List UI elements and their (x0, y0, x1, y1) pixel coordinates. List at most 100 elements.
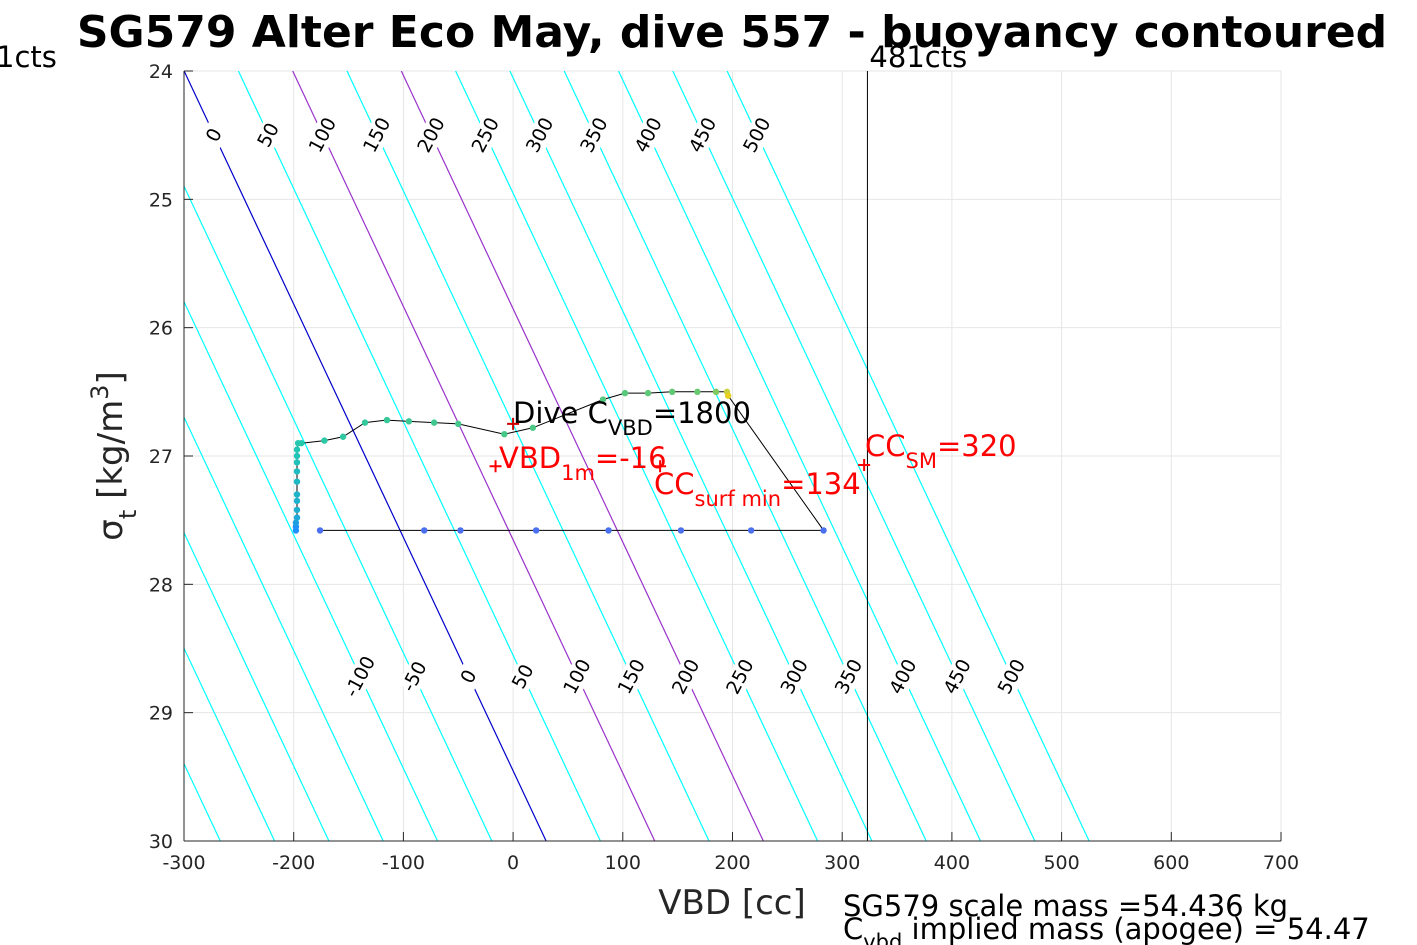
data-point (321, 437, 328, 444)
contour-label-bg (686, 117, 720, 153)
annot-dive-cvbd: Dive CVBD=1800 (513, 396, 751, 440)
vertical-lines: 481cts (866, 40, 967, 841)
footer-line-1: SG579 scale mass =54.436 kg (843, 889, 1288, 923)
contour-line-150 (346, 71, 710, 841)
contour-label-bg (941, 659, 974, 695)
marker-cc-sm (858, 458, 871, 471)
y-tick-label: 29 (149, 703, 173, 725)
annot-dive-cvbd-sub: VBD (608, 416, 653, 440)
contour-label-bg (306, 117, 340, 153)
contour-label-bg (887, 659, 920, 695)
contour-label-bg (197, 117, 231, 153)
footer-line-2: Cvbd implied mass (apogee) = 54.47 (843, 912, 1370, 945)
contour-label-bg (360, 117, 394, 153)
svg-text:σt [kg/m3]: σt [kg/m3] (86, 371, 142, 540)
x-tick-label: 0 (507, 852, 519, 874)
data-point (457, 527, 464, 534)
contour-label-bg (252, 117, 285, 153)
data-point (293, 452, 301, 460)
contour-line--250 (184, 646, 276, 841)
y-axis-label-unit: [kg/m (91, 400, 131, 510)
data-point (421, 527, 428, 534)
contour-line-250 (455, 71, 819, 841)
data-point (293, 468, 301, 475)
data-point (293, 497, 301, 505)
contour-line--150 (184, 415, 384, 841)
y-tick-label: 28 (149, 574, 173, 596)
contour-label-bg (832, 659, 866, 695)
contour-label-bg (452, 659, 486, 695)
annot-cc-surf-min-suffix: =134 (781, 467, 861, 501)
data-point (361, 419, 369, 426)
data-point (455, 420, 462, 428)
y-axis-label-sub: t (114, 510, 142, 519)
footer-line-2-sub: vbd (863, 930, 902, 945)
data-point (529, 424, 537, 431)
data-point (532, 527, 540, 534)
annot-vbd-1m-prefix: VBD (499, 441, 561, 475)
contour-label-bg (415, 117, 448, 153)
y-tick-label: 25 (149, 189, 173, 211)
data-point (293, 506, 301, 514)
data-point (668, 388, 676, 396)
data-point (293, 459, 301, 466)
data-point (293, 491, 301, 498)
contour-label-bg (632, 117, 665, 153)
data-point (293, 514, 301, 521)
y-axis-label-close: ] (91, 371, 131, 384)
annot-cc-surf-min: CCsurf min=134 (654, 467, 861, 511)
x-tick-label: 600 (1153, 852, 1189, 874)
data-point (430, 419, 438, 426)
contour-label-bg (778, 659, 811, 695)
data-point (644, 389, 652, 397)
x-tick-label: 400 (934, 852, 970, 874)
annot-vbd-1m-suffix: =-16 (595, 441, 667, 475)
contour-line-400 (617, 71, 982, 841)
data-point (339, 433, 347, 440)
contour-line-100 (292, 71, 656, 841)
markers (489, 417, 871, 473)
marker-dive-cvbd (507, 417, 520, 430)
data-point (501, 430, 508, 438)
data-point (694, 388, 701, 396)
annot-cc-surf-min-sub: surf min (695, 487, 782, 511)
contour-label-bg (578, 117, 611, 153)
annot-cc-sm-prefix: CC (865, 429, 906, 463)
marker-cc-surf-min (654, 460, 667, 473)
y-tick-label: 26 (149, 318, 173, 340)
chart-title: SG579 Alter Eco May, dive 557 - buoyancy… (77, 7, 1387, 58)
data-point (605, 527, 612, 534)
contour-lines (184, 71, 1090, 841)
data-point (747, 527, 755, 534)
x-tick-label: 300 (824, 852, 860, 874)
data-point (293, 478, 301, 485)
x-tick-label: 200 (714, 852, 750, 874)
grid (183, 70, 1282, 842)
contour-line--200 (184, 531, 330, 841)
annot-cc-sm-suffix: =320 (937, 429, 1017, 463)
y-axis-label-base: σ (91, 519, 131, 541)
contour-label-bg (469, 117, 503, 153)
x-axis-label: VBD [cc] (658, 883, 806, 923)
marker-vbd-1m (489, 460, 502, 473)
data-point (820, 527, 827, 534)
vertical-line-label: 481cts (869, 40, 967, 74)
contour-label-bg (669, 659, 703, 695)
data-point (316, 527, 324, 534)
contour-line-50 (237, 71, 601, 841)
annot-dive-cvbd-prefix: Dive C (513, 396, 608, 430)
contour-label-bg (344, 659, 377, 695)
contour-line-0 (184, 71, 547, 841)
y-axis-label: σt [kg/m3] (86, 371, 142, 540)
data-point (599, 396, 607, 403)
data-point (383, 416, 391, 424)
x-tick-label: 100 (605, 852, 641, 874)
y-tick-label: 27 (149, 446, 173, 468)
dive-series (292, 388, 827, 534)
annot-vbd-1m: VBD1m=-16 (499, 441, 667, 485)
contour-line-200 (400, 71, 764, 841)
contour-label-bg (506, 659, 540, 695)
x-tick-label: -200 (272, 852, 315, 874)
contour-line--100 (184, 300, 439, 841)
